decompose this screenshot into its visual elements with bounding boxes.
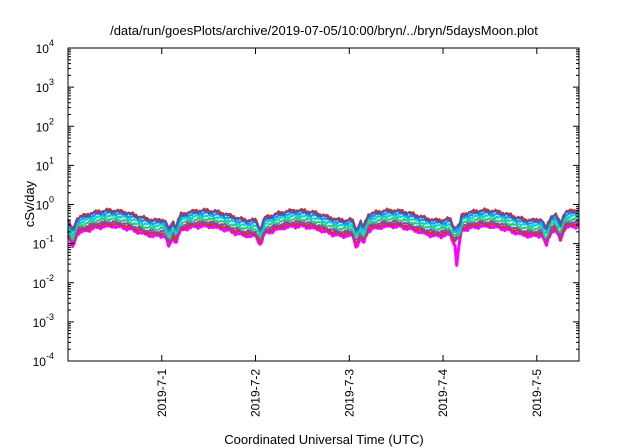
- y-tick-label: 10-1: [33, 234, 54, 252]
- x-tick-label: 2019-7-5: [530, 369, 544, 417]
- y-tick-label: 100: [36, 195, 54, 213]
- series-line: [66, 222, 580, 267]
- y-axis: 10-4 10-3 10-2 10-1 100 101 102 103 104: [33, 38, 579, 369]
- series-line: [67, 208, 580, 232]
- plot-frame: [67, 47, 580, 362]
- series-line: [67, 216, 580, 241]
- y-tick-label: 103: [36, 77, 54, 95]
- y-tick-label: 10-2: [33, 273, 54, 291]
- series-line: [67, 219, 580, 244]
- x-tick-label: 2019-7-2: [249, 369, 263, 417]
- series-layer: [66, 207, 580, 267]
- x-tick-label: 2019-7-4: [436, 369, 450, 417]
- y-tick-label: 10-3: [33, 312, 54, 330]
- y-tick-label: 101: [36, 155, 54, 173]
- x-tick-label: 2019-7-3: [342, 369, 356, 417]
- series-line: [67, 210, 580, 234]
- y-axis-label: cSv/day: [22, 180, 37, 227]
- y-tick-label: 10-4: [33, 351, 54, 369]
- y-tick-label: 104: [36, 38, 54, 56]
- chart-title: /data/run/goesPlots/archive/2019-07-05/1…: [110, 23, 538, 38]
- series-line: [67, 213, 580, 237]
- x-tick-label: 2019-7-1: [155, 369, 169, 417]
- x-axis-label: Coordinated Universal Time (UTC): [224, 432, 423, 447]
- x-axis: 2019-7-1 2019-7-2 2019-7-3 2019-7-4 2019-7-5: [155, 48, 544, 417]
- y-tick-label: 102: [36, 116, 54, 134]
